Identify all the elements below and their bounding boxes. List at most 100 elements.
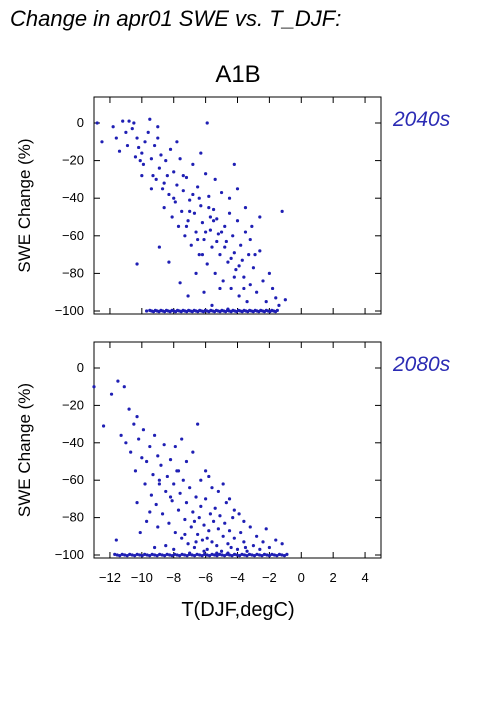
y-tick-label: 0 [77,360,84,375]
data-point [154,502,158,507]
data-point [135,415,139,419]
data-point [176,469,181,473]
data-point [148,117,152,121]
data-point [204,172,208,176]
data-point [240,552,244,557]
data-point [207,529,211,533]
data-point [92,385,96,389]
data-point [213,177,217,181]
data-point [184,224,189,228]
data-point [245,554,249,558]
data-point [216,489,220,494]
x-tick-label: 2 [330,570,337,585]
data-point [258,249,262,253]
data-point [183,532,187,537]
data-point [114,136,118,140]
data-point [129,450,133,454]
data-point [226,260,230,264]
data-point [285,552,289,557]
data-point [181,189,185,193]
data-point [165,174,169,178]
data-point [223,224,227,228]
data-point [229,545,233,550]
data-point [275,554,279,558]
data-point [167,521,171,525]
data-point [277,552,282,557]
data-point [208,512,212,516]
data-point [172,482,176,486]
data-point [283,298,287,302]
data-point [200,221,205,225]
data-point [183,553,187,557]
data-point [200,253,205,257]
data-point [141,162,146,166]
x-axis-ticks: −12 −10 −8 −6 −4 −2 0 2 4 [99,570,369,585]
data-point [151,174,155,178]
data-point [173,200,177,204]
data-point [124,130,128,134]
data-point [168,553,172,557]
data-point [204,469,208,473]
data-point [168,458,173,462]
data-point [222,554,227,558]
y-tick-label: −40 [62,435,84,450]
data-point [199,504,203,508]
data-point [240,258,244,262]
plot-frame [93,341,382,559]
page-title: Change in apr01 SWE vs. T_DJF: [10,6,342,31]
data-point [207,194,211,198]
data-point [227,553,232,557]
data-point [162,206,166,210]
data-point [199,478,203,482]
data-point [227,196,232,200]
data-point [243,230,248,234]
data-point [196,185,200,189]
data-point [204,497,208,501]
data-point [157,478,161,482]
data-point [190,553,194,557]
data-point [237,512,241,516]
data-point [192,545,197,550]
data-point [239,243,243,247]
data-point [168,495,173,499]
data-point [125,554,129,558]
data-point [205,121,209,125]
data-point [125,143,130,148]
data-point [202,237,206,242]
data-point [197,516,201,520]
data-point [239,530,243,535]
data-point [173,530,177,535]
data-point [220,553,224,557]
data-point [140,174,144,178]
data-point [135,552,139,557]
data-point [194,271,198,275]
data-point [227,211,232,215]
data-point [154,177,158,181]
data-point [173,552,177,557]
data-point [109,392,114,396]
data-point [188,209,192,213]
data-point [248,525,252,529]
data-point [135,136,139,140]
data-point [202,549,206,553]
data-point [128,552,132,557]
data-point [216,232,220,236]
y-tick-label: −80 [62,265,84,280]
data-point [195,552,199,557]
data-point [157,482,161,486]
data-point [140,151,144,155]
data-point [173,444,177,449]
data-point [170,499,174,503]
data-point [153,553,157,557]
data-point [230,554,234,558]
x-axis-label: T(DJF,degC) [181,599,294,621]
data-point [137,437,141,441]
data-point [151,472,155,477]
data-point [176,508,181,512]
data-point [258,215,262,219]
data-point [186,542,190,546]
data-point [132,422,136,426]
data-point [218,253,222,257]
data-point [159,463,163,467]
data-point [200,554,204,558]
